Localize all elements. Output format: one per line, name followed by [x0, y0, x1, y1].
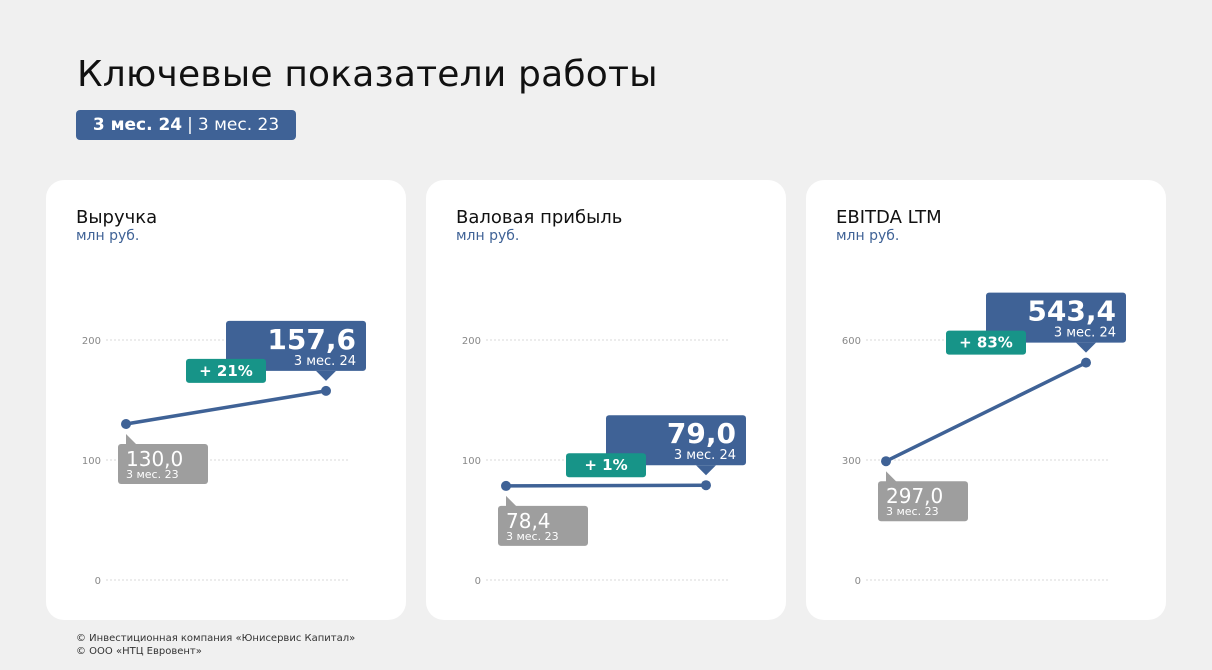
growth-badge: + 1%	[566, 453, 646, 478]
growth-badge-box	[946, 330, 1026, 355]
callout-current: 79,03 мес. 24	[606, 415, 746, 476]
callout-box	[498, 505, 588, 546]
callout-pointer	[316, 370, 336, 381]
period-selector[interactable]: 3 мес. 24 | 3 мес. 23	[76, 110, 296, 140]
value-label-previous: 78,4	[506, 509, 551, 533]
y-tick-label: 200	[82, 336, 101, 347]
chart-card-gross-profit: Валовая прибыль млн руб. 0 100 200 79,0 3 ме…	[426, 180, 786, 620]
data-point	[501, 480, 511, 491]
value-label-previous: 297,0	[886, 484, 943, 508]
series-line	[504, 483, 708, 488]
chart-unit: млн руб.	[836, 228, 900, 244]
data-point	[321, 385, 331, 396]
series-line	[124, 389, 328, 426]
callout-current: 157,63 мес. 24	[226, 320, 366, 381]
chart-title: Выручка	[76, 207, 158, 228]
value-label-current: 543,4	[1027, 295, 1116, 328]
data-point	[121, 419, 131, 429]
page-title: Ключевые показатели работы	[77, 54, 658, 95]
value-label-previous: 130,0	[126, 447, 183, 471]
callout-pointer	[1076, 342, 1096, 353]
period-label-current: 3 мес. 24	[294, 354, 356, 369]
period-label-previous: 3 мес. 23	[886, 505, 939, 518]
growth-badge: + 21%	[186, 358, 266, 383]
callout-current: 543,43 мес. 24	[986, 292, 1126, 353]
data-point	[1081, 357, 1091, 368]
growth-label: + 83%	[959, 334, 1013, 352]
series-line	[884, 360, 1088, 463]
period-label-current: 3 мес. 24	[674, 448, 736, 463]
callout-pointer	[886, 471, 898, 484]
period-label-previous: 3 мес. 23	[506, 530, 559, 543]
y-tick-label: 300	[842, 456, 861, 467]
growth-badge-box	[186, 358, 266, 383]
y-tick-label: 200	[462, 336, 481, 347]
callout-box	[986, 292, 1126, 343]
callout-box	[606, 415, 746, 466]
growth-badge: + 83%	[946, 330, 1026, 355]
growth-badge-box	[566, 453, 646, 478]
chart-card-ebitda: EBITDA LTM млн руб. 0 300 600 543,4 3 мес. 2…	[806, 180, 1166, 620]
y-tick-label: 100	[462, 456, 481, 467]
callout-pointer	[506, 495, 518, 508]
footer-copyright-line: © Инвестиционная компания «Юнисервис Кап…	[76, 633, 356, 644]
callout-pointer	[696, 465, 716, 476]
data-point	[881, 456, 891, 467]
chart-unit: млн руб.	[76, 228, 140, 244]
y-tick-label: 0	[475, 576, 481, 587]
chart-card-revenue: Выручка млн руб. 0 100 200 157,6 3 мес. 24 + …	[46, 180, 406, 620]
footer: © Инвестиционная компания «Юнисервис Кап…	[76, 632, 355, 658]
callout-box	[118, 444, 208, 484]
callout-previous: 78,43 мес. 23	[498, 495, 588, 546]
footer-copyright-line: © ООО «НТЦ Евровент»	[76, 646, 202, 657]
period-label-current: 3 мес. 24	[1054, 326, 1116, 341]
period-previous-label[interactable]: 3 мес. 23	[197, 115, 280, 135]
y-tick-label: 600	[842, 336, 861, 347]
y-tick-label: 0	[95, 576, 101, 587]
period-current-label[interactable]: 3 мес. 24	[92, 115, 183, 135]
chart-unit: млн руб.	[456, 228, 520, 244]
y-tick-label: 0	[855, 576, 861, 587]
growth-label: + 1%	[584, 456, 627, 474]
period-separator: |	[187, 115, 193, 135]
growth-label: + 21%	[199, 362, 253, 380]
y-tick-label: 100	[82, 456, 101, 467]
callout-box	[226, 320, 366, 371]
callout-previous: 297,03 мес. 23	[878, 471, 968, 522]
callout-pointer	[126, 434, 138, 446]
period-label-previous: 3 мес. 23	[126, 468, 179, 481]
callout-previous: 130,03 мес. 23	[118, 434, 208, 484]
data-point	[701, 480, 711, 491]
callout-box	[878, 481, 968, 522]
value-label-current: 79,0	[667, 417, 736, 450]
chart-title: Валовая прибыль	[456, 207, 623, 228]
chart-title: EBITDA LTM	[836, 207, 942, 228]
value-label-current: 157,6	[267, 323, 356, 356]
